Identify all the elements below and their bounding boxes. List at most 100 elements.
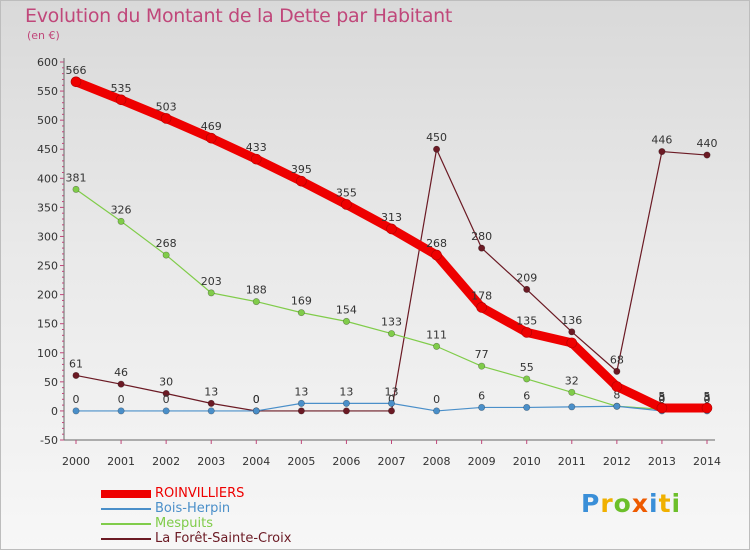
data-point [252, 298, 260, 306]
data-label: 0 [388, 393, 395, 406]
data-point [387, 407, 395, 415]
data-point [433, 342, 441, 350]
series-bois-herpin: 0 0 0 013 13 130 6 6 0 0 [72, 385, 711, 415]
data-label: 440 [697, 137, 718, 150]
data-point [72, 371, 80, 379]
data-label: 313 [381, 211, 402, 224]
x-tick-label: 2014 [693, 455, 721, 468]
data-label: 13 [294, 385, 308, 398]
data-point [297, 399, 305, 407]
logo-letter: t [658, 489, 672, 518]
data-label: 0 [118, 393, 125, 406]
data-point [568, 328, 576, 336]
data-point [296, 175, 307, 187]
y-tick-label: 150 [37, 318, 58, 331]
data-label: 111 [426, 328, 447, 341]
data-label: 535 [111, 82, 132, 95]
data-label: 395 [291, 163, 312, 176]
data-point [162, 251, 170, 259]
data-point [476, 302, 487, 313]
data-label: 13 [204, 385, 218, 398]
legend-label: Bois-Herpin [155, 501, 231, 516]
logo-letter: o [613, 489, 632, 518]
legend-label: Mespuits [155, 516, 213, 531]
data-point [160, 113, 172, 124]
data-point [523, 285, 531, 293]
data-label: 13 [385, 385, 399, 398]
data-point [341, 199, 352, 210]
data-label: 355 [336, 186, 357, 199]
data-label: 30 [159, 375, 173, 388]
logo-letter: x [631, 489, 649, 518]
legend-label: ROINVILLIERS [155, 486, 245, 501]
data-point [72, 407, 80, 415]
data-label: 46 [114, 366, 128, 379]
x-tick-label: 2012 [603, 455, 631, 468]
x-tick-label: 2003 [197, 455, 225, 468]
data-label: 136 [561, 314, 582, 327]
data-label: 13 [339, 385, 353, 398]
data-label: 433 [246, 141, 267, 154]
logo-letter: i [671, 489, 682, 518]
x-tick-label: 2009 [468, 455, 496, 468]
data-point [566, 337, 578, 349]
data-point [205, 132, 217, 144]
y-tick-label: 100 [37, 347, 58, 360]
data-label: 566 [66, 64, 87, 77]
unit-label: (en €) [27, 29, 60, 42]
y-tick-label: 350 [37, 201, 58, 214]
data-point [701, 402, 713, 414]
logo-letter: P [581, 489, 601, 518]
x-tick-label: 2011 [558, 455, 586, 468]
data-label: 154 [336, 303, 357, 316]
data-point [387, 330, 395, 338]
x-tick-label: 2010 [513, 455, 541, 468]
data-point [386, 223, 397, 235]
y-tick-label: 200 [37, 289, 58, 302]
y-tick-label: 250 [37, 260, 58, 273]
legend-label: La Forêt-Sainte-Croix [155, 531, 292, 546]
data-label: 135 [516, 314, 537, 327]
data-point [207, 289, 215, 297]
data-label: 3 [704, 391, 711, 404]
legend-swatch [101, 523, 151, 525]
logo-letter: i [649, 489, 659, 518]
legend-swatch [101, 490, 151, 498]
data-label: 381 [66, 171, 87, 184]
series-line [75, 148, 708, 412]
data-label: 178 [471, 289, 492, 302]
data-point [117, 407, 125, 415]
data-point [523, 403, 531, 411]
x-tick-label: 2001 [107, 455, 135, 468]
y-tick-label: 450 [37, 143, 58, 156]
data-point [72, 185, 80, 193]
data-label: 32 [565, 374, 579, 387]
data-point [252, 407, 260, 415]
data-label: 446 [651, 134, 672, 147]
data-label: 133 [381, 316, 402, 329]
data-point [523, 375, 531, 383]
data-label: 0 [253, 393, 260, 406]
data-label: 209 [516, 271, 537, 284]
data-label: 0 [73, 393, 80, 406]
data-point [162, 407, 170, 415]
x-tick-label: 2006 [332, 455, 360, 468]
data-point [433, 407, 441, 415]
y-tick-label: 550 [37, 85, 58, 98]
data-label: 5 [704, 390, 711, 403]
data-point [431, 249, 442, 261]
data-label: 55 [520, 361, 534, 374]
y-tick-label: 50 [44, 376, 58, 389]
data-point [115, 94, 127, 106]
data-point [656, 402, 668, 414]
data-point [658, 148, 666, 156]
data-point [207, 407, 215, 415]
proxiti-logo: Proxiti [581, 489, 681, 518]
x-tick-label: 2007 [378, 455, 406, 468]
y-tick-label: 500 [37, 114, 58, 127]
data-label: 268 [426, 237, 447, 250]
data-point [478, 244, 486, 252]
data-point [117, 380, 125, 388]
